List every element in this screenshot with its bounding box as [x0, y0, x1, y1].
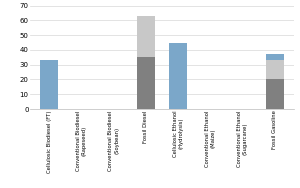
- Bar: [169, 42, 187, 109]
- Bar: [266, 60, 284, 80]
- Bar: [137, 16, 155, 57]
- Bar: [266, 80, 284, 109]
- Bar: [266, 54, 284, 109]
- Bar: [40, 60, 58, 109]
- Bar: [137, 57, 155, 109]
